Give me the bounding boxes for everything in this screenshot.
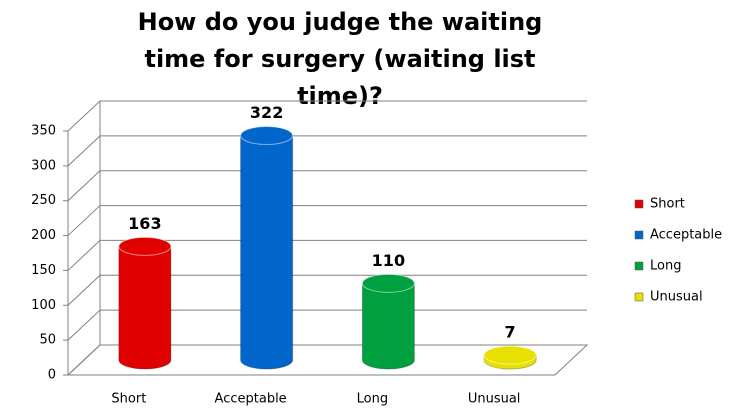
cylinder <box>483 345 537 370</box>
y-tick-label: 100 <box>31 298 56 313</box>
cylinder-top <box>361 273 415 293</box>
y-tick-label: 250 <box>31 193 56 208</box>
y-tick-label: 150 <box>31 263 56 278</box>
legend-label: Long <box>650 259 681 274</box>
grid-line <box>67 344 587 376</box>
value-label: 163 <box>128 214 161 233</box>
legend-label: Acceptable <box>650 228 722 243</box>
value-label: 7 <box>505 323 516 342</box>
x-tick-label: Unusual <box>468 392 521 407</box>
y-tick-label: 50 <box>39 333 56 348</box>
legend-label: Unusual <box>650 290 703 305</box>
chart-title: How do you judge the waiting time for su… <box>137 8 543 110</box>
cylinder-top <box>483 345 537 365</box>
y-tick-label: 0 <box>48 368 56 383</box>
cylinder-top <box>240 126 294 146</box>
cylinder <box>240 126 294 370</box>
y-tick-label: 300 <box>31 158 56 173</box>
cylinder-top <box>118 236 172 256</box>
y-tick-label: 350 <box>31 124 56 139</box>
legend-swatch <box>634 230 644 240</box>
y-tick-label: 200 <box>31 228 56 243</box>
legend-label: Short <box>650 197 685 212</box>
cylinder <box>361 273 415 370</box>
legend-swatch <box>634 261 644 271</box>
legend-swatch <box>634 199 644 209</box>
x-tick-label: Long <box>357 392 388 407</box>
value-label: 322 <box>250 103 283 122</box>
value-label: 110 <box>372 251 405 270</box>
x-tick-label: Acceptable <box>215 392 287 407</box>
grid-line <box>67 309 587 341</box>
grid-line <box>67 239 587 271</box>
cylinder-shade <box>240 135 259 369</box>
grid-line <box>67 135 587 167</box>
grid-line <box>67 274 587 306</box>
grid-line <box>67 100 587 132</box>
grid-line <box>67 170 587 202</box>
legend-swatch <box>634 292 644 302</box>
cylinder-shade <box>362 283 381 369</box>
grid-line <box>67 205 587 236</box>
x-tick-label: Short <box>111 392 146 407</box>
cylinder-shade <box>118 246 138 369</box>
cylinder <box>118 236 172 370</box>
